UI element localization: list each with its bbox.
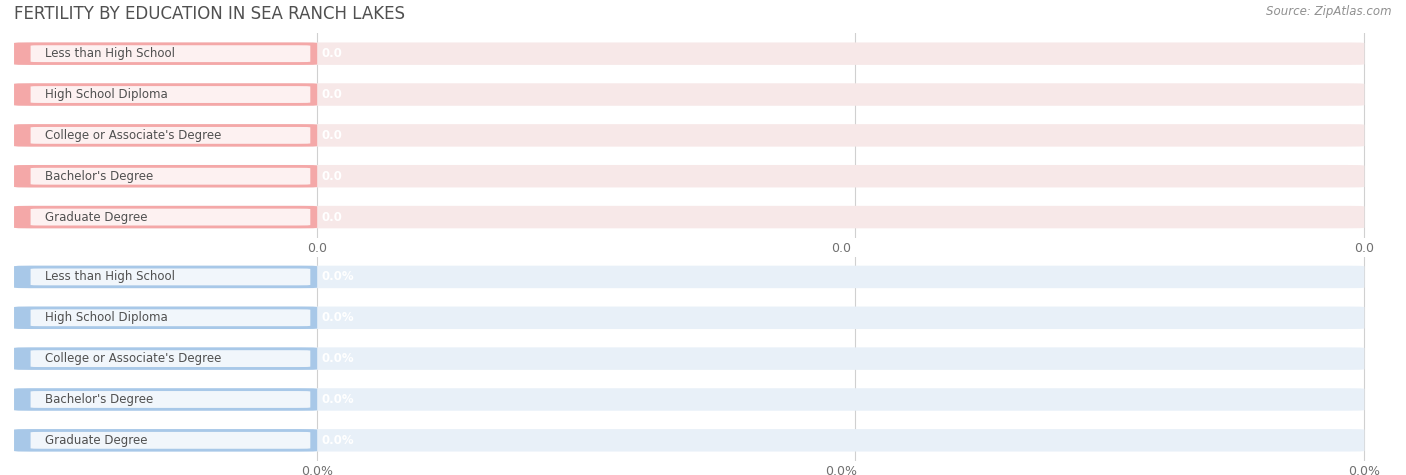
FancyBboxPatch shape bbox=[31, 350, 311, 367]
FancyBboxPatch shape bbox=[14, 165, 318, 188]
Text: Graduate Degree: Graduate Degree bbox=[45, 434, 148, 447]
FancyBboxPatch shape bbox=[14, 388, 1364, 411]
Text: 0.0%: 0.0% bbox=[322, 393, 354, 406]
FancyBboxPatch shape bbox=[14, 429, 318, 452]
FancyBboxPatch shape bbox=[14, 347, 318, 370]
Text: Source: ZipAtlas.com: Source: ZipAtlas.com bbox=[1267, 5, 1392, 18]
Text: 0.0: 0.0 bbox=[322, 170, 342, 183]
FancyBboxPatch shape bbox=[31, 391, 311, 408]
Text: 0.0%: 0.0% bbox=[322, 352, 354, 365]
Text: Bachelor's Degree: Bachelor's Degree bbox=[45, 393, 153, 406]
FancyBboxPatch shape bbox=[31, 432, 311, 449]
FancyBboxPatch shape bbox=[14, 306, 318, 329]
FancyBboxPatch shape bbox=[31, 127, 311, 144]
FancyBboxPatch shape bbox=[14, 347, 1364, 370]
FancyBboxPatch shape bbox=[31, 268, 311, 285]
FancyBboxPatch shape bbox=[31, 86, 311, 103]
FancyBboxPatch shape bbox=[14, 42, 1364, 65]
Text: 0.0: 0.0 bbox=[322, 129, 342, 142]
FancyBboxPatch shape bbox=[31, 168, 311, 185]
Text: Bachelor's Degree: Bachelor's Degree bbox=[45, 170, 153, 183]
Text: College or Associate's Degree: College or Associate's Degree bbox=[45, 129, 221, 142]
Text: 0.0: 0.0 bbox=[322, 88, 342, 101]
FancyBboxPatch shape bbox=[14, 388, 318, 411]
Text: 0.0: 0.0 bbox=[322, 47, 342, 60]
FancyBboxPatch shape bbox=[31, 209, 311, 226]
FancyBboxPatch shape bbox=[14, 306, 1364, 329]
FancyBboxPatch shape bbox=[14, 266, 1364, 288]
FancyBboxPatch shape bbox=[14, 429, 1364, 452]
FancyBboxPatch shape bbox=[14, 124, 1364, 147]
FancyBboxPatch shape bbox=[14, 206, 318, 228]
FancyBboxPatch shape bbox=[14, 165, 1364, 188]
FancyBboxPatch shape bbox=[14, 83, 1364, 106]
Text: 0.0: 0.0 bbox=[322, 210, 342, 224]
Text: Less than High School: Less than High School bbox=[45, 270, 174, 284]
FancyBboxPatch shape bbox=[31, 309, 311, 326]
FancyBboxPatch shape bbox=[14, 266, 318, 288]
Text: High School Diploma: High School Diploma bbox=[45, 311, 167, 324]
Text: College or Associate's Degree: College or Associate's Degree bbox=[45, 352, 221, 365]
Text: 0.0%: 0.0% bbox=[322, 434, 354, 447]
FancyBboxPatch shape bbox=[14, 42, 318, 65]
FancyBboxPatch shape bbox=[14, 83, 318, 106]
FancyBboxPatch shape bbox=[14, 206, 1364, 228]
FancyBboxPatch shape bbox=[14, 124, 318, 147]
Text: 0.0%: 0.0% bbox=[322, 270, 354, 284]
Text: 0.0%: 0.0% bbox=[322, 311, 354, 324]
Text: Graduate Degree: Graduate Degree bbox=[45, 210, 148, 224]
Text: High School Diploma: High School Diploma bbox=[45, 88, 167, 101]
FancyBboxPatch shape bbox=[31, 45, 311, 62]
Text: Less than High School: Less than High School bbox=[45, 47, 174, 60]
Text: FERTILITY BY EDUCATION IN SEA RANCH LAKES: FERTILITY BY EDUCATION IN SEA RANCH LAKE… bbox=[14, 5, 405, 23]
